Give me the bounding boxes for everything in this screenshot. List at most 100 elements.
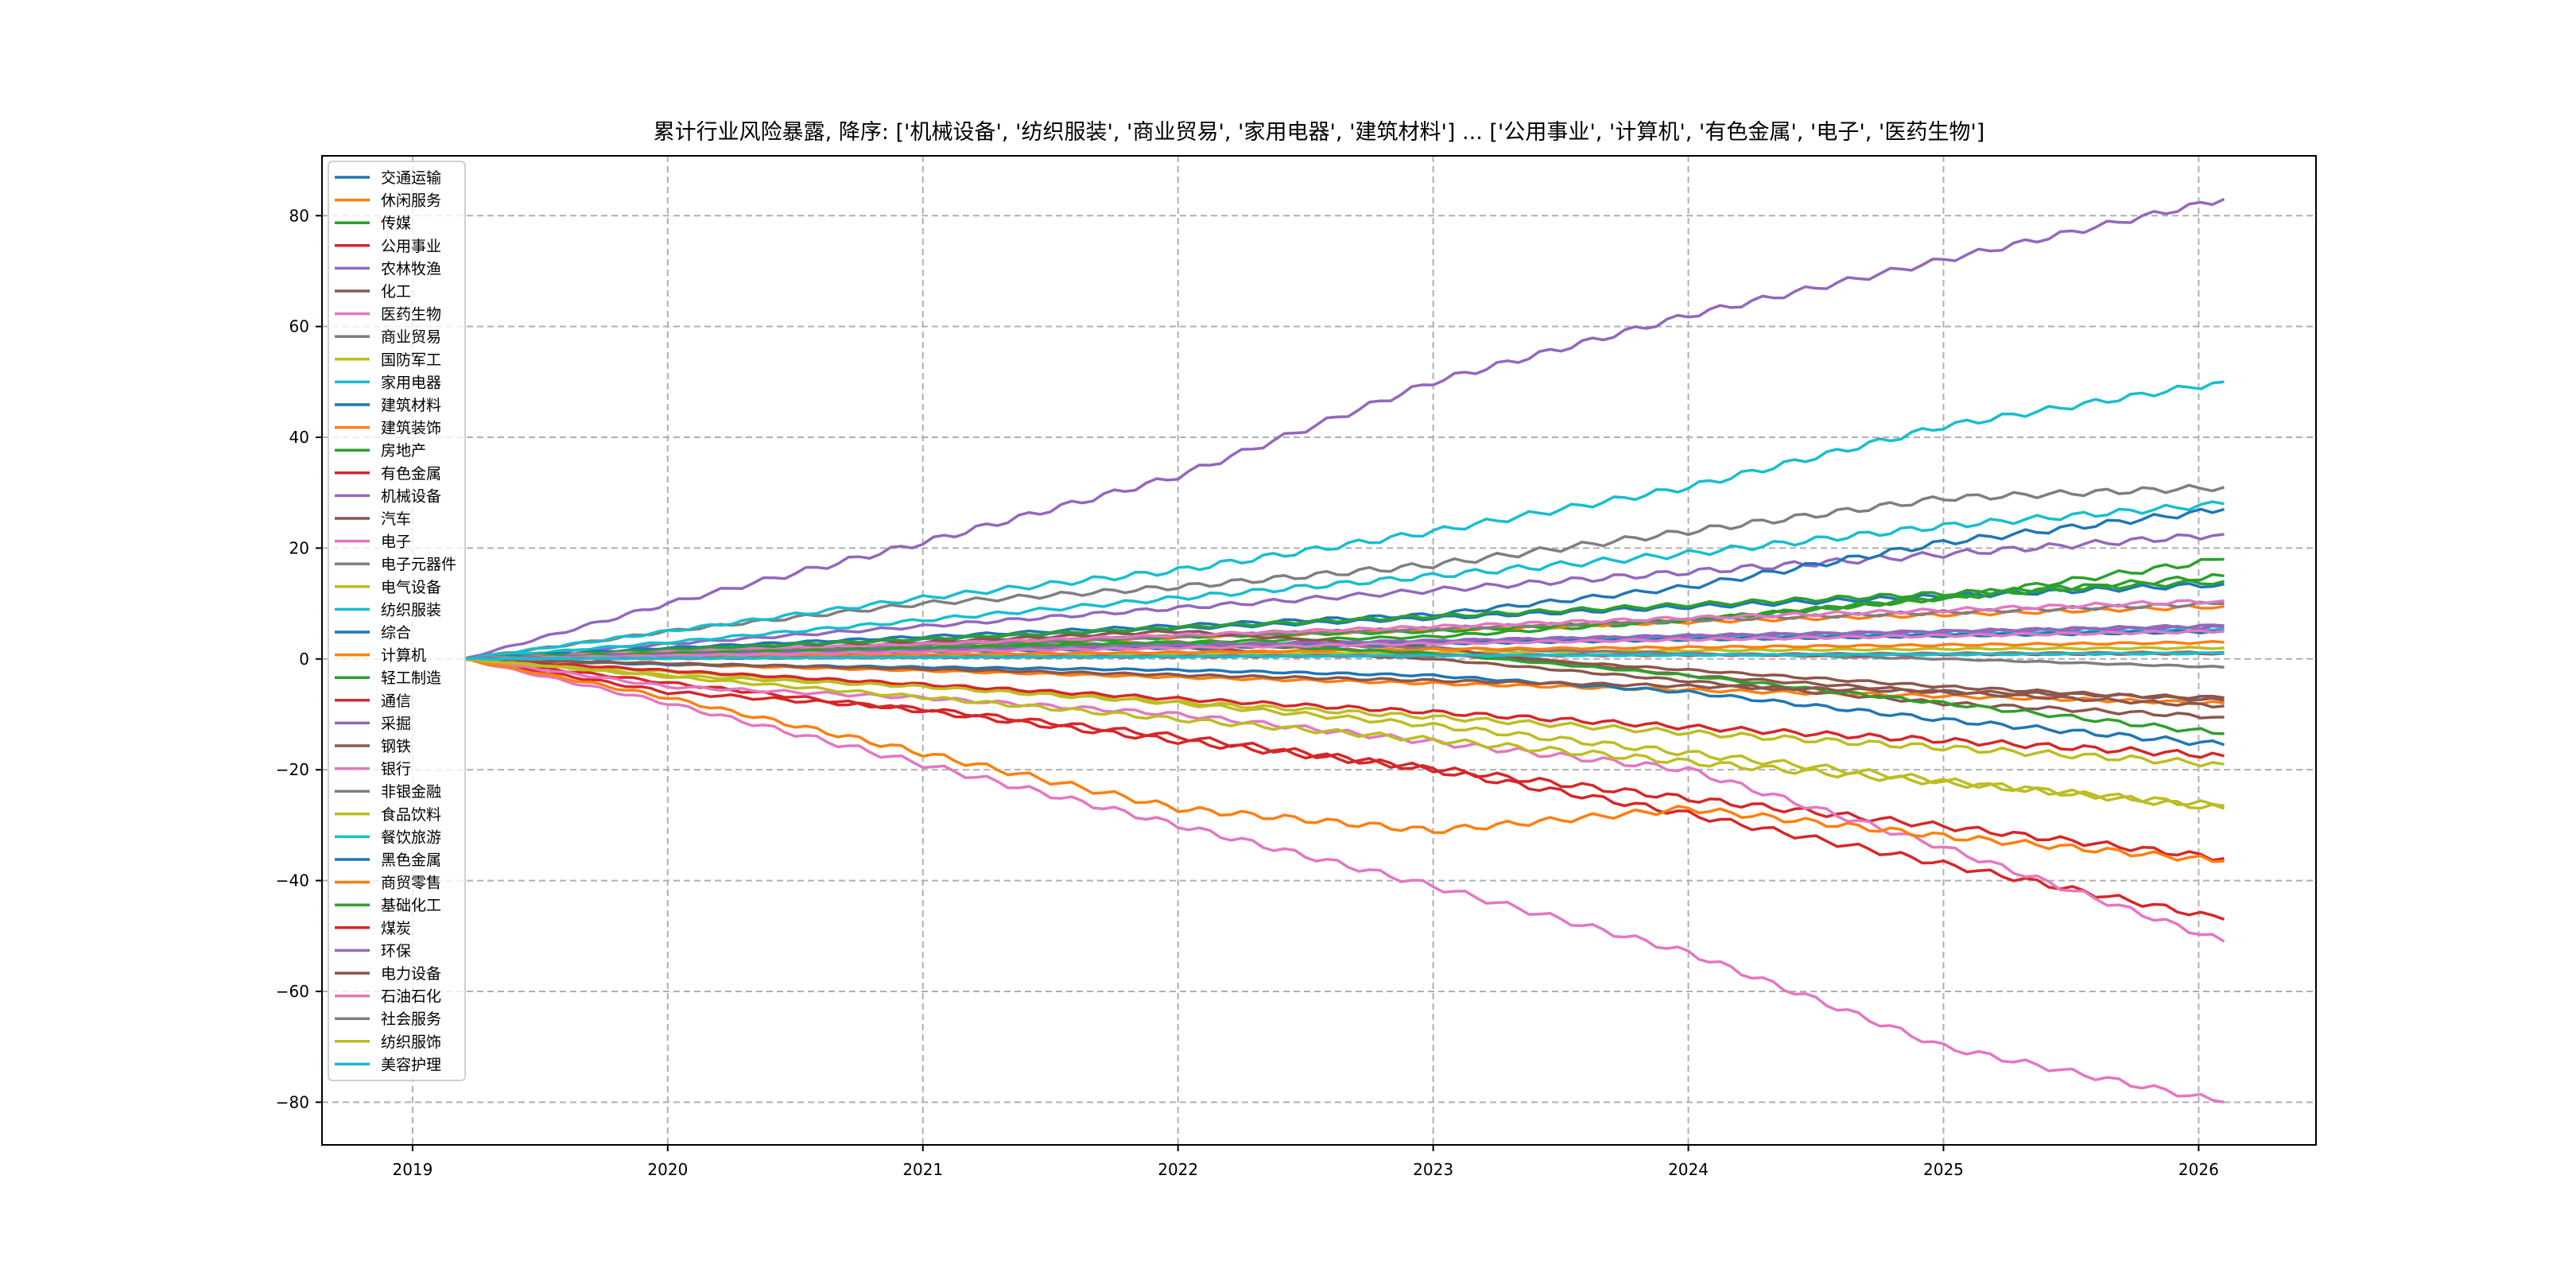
series-line-37 bbox=[464, 629, 2225, 661]
legend-label: 社会服务 bbox=[381, 1011, 441, 1028]
legend-item: 银行 bbox=[335, 761, 411, 778]
series-line-22 bbox=[463, 657, 2225, 863]
legend-item: 轻工制造 bbox=[335, 669, 441, 687]
legend-item: 纺织服饰 bbox=[335, 1034, 441, 1051]
y-tick-label: 20 bbox=[289, 538, 309, 557]
series-line-40 bbox=[464, 651, 2225, 661]
legend-label: 环保 bbox=[381, 942, 411, 960]
legend-label: 机械设备 bbox=[381, 487, 441, 505]
grid bbox=[322, 156, 2316, 1145]
legend-item: 家用电器 bbox=[335, 374, 441, 391]
x-tick-label: 2022 bbox=[1158, 1160, 1198, 1179]
legend-label: 农林牧渔 bbox=[381, 260, 441, 277]
legend-item: 商业贸易 bbox=[335, 328, 441, 346]
legend-box bbox=[328, 161, 466, 1081]
legend-label: 计算机 bbox=[381, 647, 426, 665]
legend-item: 煤炭 bbox=[335, 920, 411, 937]
legend-label: 基础化工 bbox=[381, 897, 441, 914]
legend-item: 交通运输 bbox=[335, 169, 441, 187]
legend-item: 环保 bbox=[335, 942, 411, 960]
series-line-10 bbox=[463, 500, 2225, 661]
legend-label: 非银金融 bbox=[381, 783, 441, 801]
legend-label: 交通运输 bbox=[381, 169, 441, 187]
legend-item: 计算机 bbox=[335, 647, 426, 665]
legend-label: 银行 bbox=[381, 761, 411, 778]
series-line-14 bbox=[463, 657, 2225, 921]
legend-label: 公用事业 bbox=[381, 238, 441, 255]
legend-item: 国防军工 bbox=[335, 351, 441, 369]
x-axis: 2019 2020 2021 2022 2023 2024 2025 2026 bbox=[392, 1145, 2219, 1179]
legend-item: 餐饮旅游 bbox=[335, 828, 441, 846]
legend-item: 石油石化 bbox=[335, 988, 441, 1006]
series-lines bbox=[463, 197, 2225, 1104]
series-line-39 bbox=[464, 658, 2225, 810]
legend-item: 化工 bbox=[335, 283, 411, 301]
legend-item: 农林牧渔 bbox=[335, 260, 441, 277]
legend-item: 机械设备 bbox=[335, 487, 441, 505]
legend-item: 通信 bbox=[335, 692, 411, 710]
legend-label: 电力设备 bbox=[381, 965, 441, 983]
legend-label: 休闲服务 bbox=[381, 192, 441, 210]
legend-label: 黑色金属 bbox=[381, 852, 441, 869]
plot-frame bbox=[321, 155, 2317, 1146]
legend-item: 非银金融 bbox=[335, 783, 441, 801]
legend-item: 综合 bbox=[335, 624, 411, 642]
y-tick-label: −20 bbox=[276, 760, 309, 779]
legend-label: 有色金属 bbox=[381, 465, 441, 483]
x-tick-label: 2024 bbox=[1668, 1160, 1709, 1179]
legend-label: 家用电器 bbox=[381, 374, 441, 391]
y-axis: −80 −60 −40 −20 0 20 40 60 80 bbox=[276, 206, 322, 1111]
legend-label: 建筑装饰 bbox=[381, 420, 441, 437]
legend-label: 汽车 bbox=[381, 510, 411, 528]
legend-label: 电子元器件 bbox=[381, 556, 456, 573]
legend-label: 纺织服装 bbox=[381, 601, 441, 619]
series-line-27 bbox=[464, 599, 2225, 661]
legend-label: 电气设备 bbox=[381, 579, 441, 596]
y-tick-label: −60 bbox=[276, 982, 309, 1001]
y-tick-label: 40 bbox=[289, 428, 309, 447]
legend-label: 建筑材料 bbox=[381, 397, 441, 414]
legend-item: 休闲服务 bbox=[335, 192, 441, 210]
legend-item: 商贸零售 bbox=[335, 875, 441, 892]
legend: 交通运输休闲服务传媒公用事业农林牧渔化工医药生物商业贸易国防军工家用电器建筑材料… bbox=[328, 161, 466, 1081]
x-tick-label: 2023 bbox=[1413, 1160, 1453, 1179]
legend-item: 建筑装饰 bbox=[335, 420, 441, 437]
legend-item: 黑色金属 bbox=[335, 852, 441, 869]
legend-label: 煤炭 bbox=[381, 920, 411, 937]
legend-item: 社会服务 bbox=[335, 1011, 441, 1028]
legend-item: 公用事业 bbox=[335, 238, 441, 255]
legend-item: 电子元器件 bbox=[335, 556, 456, 573]
legend-label: 化工 bbox=[381, 283, 411, 301]
x-tick-label: 2020 bbox=[647, 1160, 688, 1179]
series-line-20 bbox=[463, 380, 2225, 661]
legend-item: 钢铁 bbox=[335, 738, 411, 755]
legend-label: 纺织服饰 bbox=[381, 1034, 441, 1051]
y-tick-label: 0 bbox=[299, 650, 309, 669]
y-tick-label: 60 bbox=[289, 317, 309, 336]
legend-label: 医药生物 bbox=[381, 306, 441, 324]
legend-label: 通信 bbox=[381, 692, 411, 710]
legend-label: 采掘 bbox=[381, 715, 411, 732]
legend-item: 纺织服装 bbox=[335, 601, 441, 619]
legend-label: 轻工制造 bbox=[381, 669, 441, 687]
legend-item: 汽车 bbox=[335, 510, 411, 528]
legend-label: 钢铁 bbox=[381, 738, 411, 755]
series-line-7 bbox=[463, 657, 2225, 1104]
y-tick-label: −40 bbox=[276, 871, 309, 890]
series-line-15 bbox=[463, 197, 2225, 660]
legend-item: 有色金属 bbox=[335, 465, 441, 483]
y-tick-label: 80 bbox=[289, 206, 309, 225]
series-line-24 bbox=[464, 658, 2225, 759]
y-tick-label: −80 bbox=[276, 1092, 309, 1111]
legend-label: 国防军工 bbox=[381, 351, 441, 369]
x-tick-label: 2019 bbox=[392, 1160, 433, 1179]
legend-item: 房地产 bbox=[335, 442, 426, 460]
legend-item: 采掘 bbox=[335, 715, 411, 732]
series-line-23 bbox=[464, 579, 2225, 661]
legend-item: 电力设备 bbox=[335, 965, 441, 983]
legend-label: 餐饮旅游 bbox=[381, 828, 441, 846]
chart-title: 累计行业风险暴露, 降序: ['机械设备', '纺织服装', '商业贸易', '… bbox=[654, 120, 1985, 145]
series-line-36 bbox=[464, 657, 2225, 700]
legend-label: 食品饮料 bbox=[381, 806, 441, 824]
legend-item: 电气设备 bbox=[335, 579, 441, 596]
